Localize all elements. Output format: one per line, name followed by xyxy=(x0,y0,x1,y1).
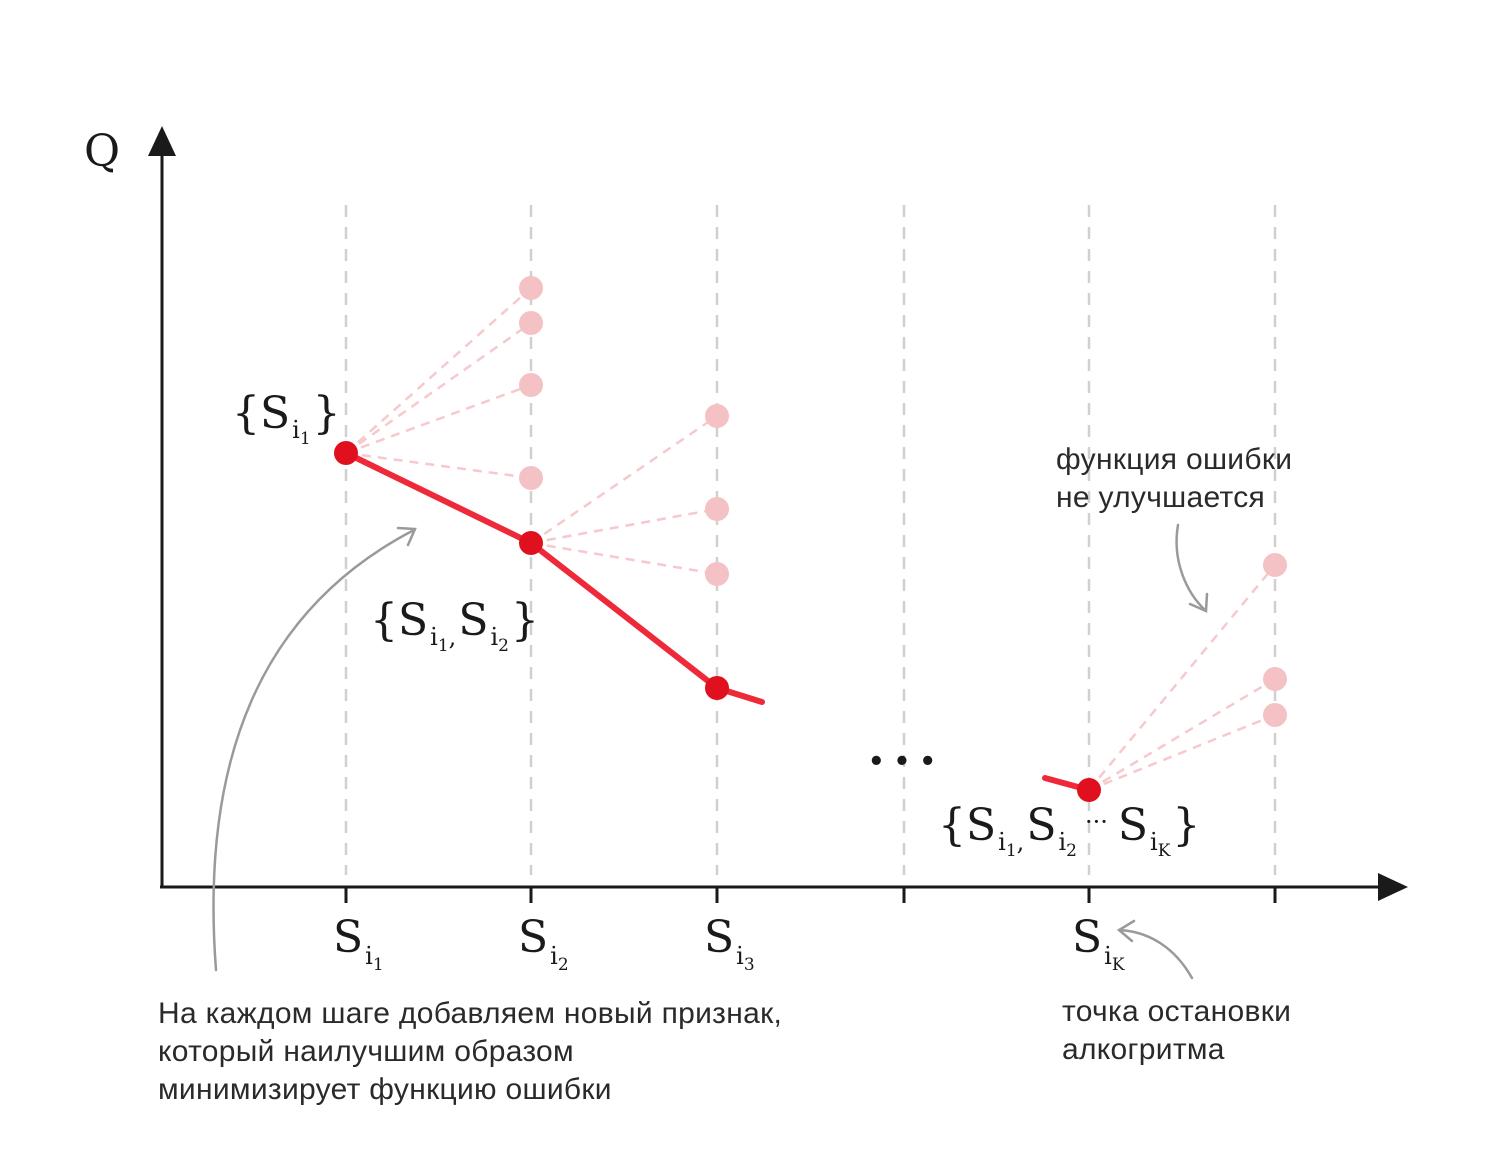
candidate-point xyxy=(1263,703,1287,727)
candidate-line xyxy=(345,287,532,454)
annotation-arrows xyxy=(212,523,1209,980)
left-note-arrowhead xyxy=(396,526,417,547)
left-note-line-1: На каждом шаге добавляем новый признак, xyxy=(158,997,782,1030)
set-label-last: {Si1,Si2··· SiK} xyxy=(938,800,1200,861)
top-note-arrow xyxy=(1175,523,1207,612)
candidate-line xyxy=(345,383,532,455)
guide-lines xyxy=(344,205,1277,875)
bottom-right-note-line-1: точка остановки xyxy=(1062,995,1291,1028)
selected-point-1 xyxy=(334,441,358,465)
candidate-point xyxy=(519,276,543,300)
x-tick-label-4: SiK xyxy=(1072,912,1125,975)
set-label-second: {Si1,Si2} xyxy=(370,595,539,656)
selected-point-3 xyxy=(705,676,729,700)
bottom-note-arrowhead xyxy=(1116,919,1136,943)
candidate-line xyxy=(1088,677,1276,792)
bottom-note-arrow xyxy=(1118,928,1194,980)
candidate-point xyxy=(519,466,543,490)
candidate-point xyxy=(705,404,729,428)
bottom-right-note-line-2: алкогритма xyxy=(1062,1033,1225,1066)
candidate-line xyxy=(1088,713,1276,792)
candidate-line xyxy=(530,507,718,545)
candidate-line xyxy=(530,541,718,576)
candidate-point xyxy=(519,373,543,397)
candidate-line xyxy=(1088,564,1276,791)
top-right-note-line-2: не улучшается xyxy=(1056,481,1265,514)
set-label-first: {Si1} xyxy=(232,388,341,449)
candidate-point xyxy=(1263,667,1287,691)
axes: Q xyxy=(84,126,1408,903)
top-right-note-line-1: функция ошибки xyxy=(1056,443,1292,476)
selected-points xyxy=(334,441,1101,802)
x-ticks xyxy=(344,887,1277,903)
y-axis-label: Q xyxy=(84,126,120,177)
candidate-line xyxy=(530,414,718,545)
candidate-line xyxy=(345,321,532,455)
candidate-point xyxy=(705,497,729,521)
left-note-line-2: который наилучшим образом xyxy=(158,1035,574,1068)
selected-point-2 xyxy=(519,531,543,555)
x-tick-label-2: Si2 xyxy=(518,912,569,975)
selected-point-final xyxy=(1077,778,1101,802)
x-tick-label-1: Si1 xyxy=(333,912,384,975)
top-note-arrowhead xyxy=(1188,592,1209,613)
candidate-point xyxy=(705,562,729,586)
top-right-note: функция ошибки не улучшается xyxy=(1056,443,1301,514)
bottom-right-note: точка остановки алкогритма xyxy=(1062,995,1300,1066)
candidate-point xyxy=(1263,553,1287,577)
left-note-line-3: минимизирует функцию ошибки xyxy=(158,1073,612,1106)
y-axis-arrowhead xyxy=(148,126,176,156)
candidate-lines xyxy=(345,287,1276,792)
left-note: На каждом шаге добавляем новый признак, … xyxy=(158,997,791,1106)
candidate-points xyxy=(519,276,1287,727)
x-tick-label-3: Si3 xyxy=(704,912,755,975)
ellipsis: • • • xyxy=(868,747,936,777)
left-note-arrow xyxy=(212,528,416,972)
candidate-point xyxy=(519,311,543,335)
x-axis-arrowhead xyxy=(1378,873,1408,901)
selected-path-line xyxy=(343,450,765,705)
